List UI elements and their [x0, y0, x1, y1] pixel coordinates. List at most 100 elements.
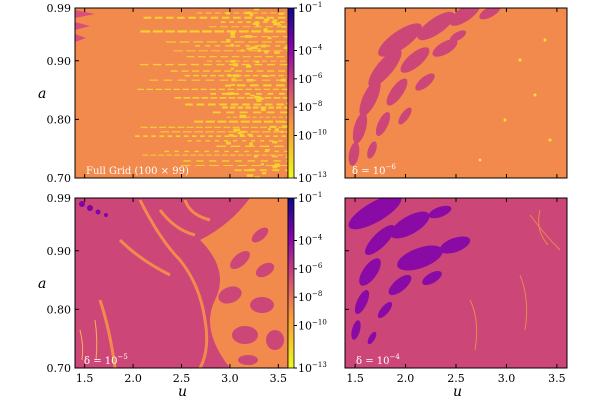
band-speckle [240, 130, 246, 134]
band-speckle [251, 46, 258, 50]
band-speckle [274, 51, 280, 54]
band-speckle [239, 133, 244, 138]
band-speckle [280, 130, 284, 133]
panel-delta-1e-6: δ = 10−6 [344, 7, 568, 179]
panel-delta-1e-4-blobs [348, 198, 561, 351]
x-tick-label: 2.0 [124, 372, 142, 385]
panel-delta-1e-4-label: δ = 10−4 [356, 353, 400, 367]
y-tick-label: 0.80 [47, 113, 72, 126]
y-tick-label: 0.90 [47, 245, 72, 258]
band-speckle [226, 39, 231, 43]
band-speckle [230, 92, 234, 95]
band-speckle [239, 114, 247, 119]
band-speckle [226, 92, 232, 96]
band-speckle [262, 75, 270, 78]
y-tick-label: 0.70 [47, 172, 72, 185]
y-tick-label: 0.90 [47, 55, 72, 68]
colorbar-tick-label: 10−10 [298, 129, 327, 143]
band-speckle [233, 63, 239, 67]
band-speckle [269, 125, 277, 128]
panel-delta-1e-6-blobs [348, 8, 552, 166]
colorbar-bottom-gradient [287, 197, 295, 369]
panel-delta-1e-5-network [79, 198, 288, 368]
x-tick-label: 1.5 [346, 372, 364, 385]
panel-delta-1e-5: δ = 10−5 [74, 197, 289, 369]
band-speckle [240, 49, 244, 52]
panel-full-grid-background [75, 8, 288, 178]
band-speckle [285, 156, 288, 159]
panel-full-grid: Full Grid (100 × 99) [74, 7, 289, 179]
band-speckle [247, 133, 253, 136]
panel-delta-1e-6-label: δ = 10−6 [352, 163, 396, 177]
x-axis-label-right: u [453, 384, 462, 400]
panel-delta-1e-4: δ = 10−4 [344, 197, 568, 369]
x-tick-label: 2.0 [397, 372, 415, 385]
band-speckle [254, 176, 261, 178]
band-speckle [249, 168, 256, 172]
band-speckle [246, 78, 254, 82]
band-speckle [250, 94, 255, 97]
band-speckle [237, 131, 242, 135]
band-speckle [259, 16, 264, 19]
band-speckle [265, 149, 270, 151]
band-speckle [246, 174, 254, 177]
band-speckle [230, 35, 236, 38]
x-axis-label-left: u [178, 384, 187, 400]
band-speckle [249, 13, 254, 17]
band-speckle [225, 84, 231, 87]
band-speckle [272, 141, 278, 144]
band-speckle [283, 46, 288, 50]
band-speckle [282, 125, 288, 128]
y-tick-label: 0.99 [47, 192, 72, 205]
band-speckle [228, 134, 234, 137]
panel-full-grid-bands [75, 8, 288, 178]
band-speckle [230, 32, 235, 36]
colorbar-tick-label: 10−13 [298, 361, 327, 375]
band-speckle [246, 65, 252, 68]
x-tick-label: 3.0 [221, 372, 239, 385]
band-speckle [267, 128, 271, 131]
band-speckle [230, 67, 234, 70]
band-speckle [264, 50, 269, 54]
band-speckle [280, 78, 286, 82]
panel-delta-1e-4-background [345, 198, 567, 368]
band-speckle [230, 43, 234, 47]
band-speckle [232, 74, 240, 78]
band-speckle [280, 121, 287, 123]
band-speckle [244, 11, 252, 15]
band-speckle [261, 108, 266, 112]
y-tick-label: 0.70 [47, 362, 72, 375]
colorbar-tick-label: 10−13 [298, 171, 327, 185]
band-speckle [226, 141, 231, 145]
y-tick-label: 0.99 [47, 2, 72, 15]
band-speckle [272, 19, 278, 22]
band-speckle [277, 23, 282, 26]
band-speckle [230, 59, 236, 63]
colorbar-tick-label: 10−1 [298, 191, 322, 205]
band-speckle [255, 23, 259, 27]
colorbar-tick-label: 10−6 [298, 72, 323, 86]
band-speckle [260, 44, 267, 48]
band-speckle [286, 102, 288, 105]
band-speckle [231, 78, 236, 82]
band-speckle [249, 142, 253, 146]
band-speckle [260, 163, 264, 166]
band-speckle [225, 11, 230, 15]
band-speckle [255, 60, 260, 64]
colorbar-tick-label: 10−8 [298, 290, 322, 304]
band-speckle [254, 155, 258, 158]
colorbar-bottom: 10−1 10−4 10−6 10−8 10−10 10−13 [287, 191, 327, 375]
y-axis-label-top: a [38, 86, 46, 102]
band-speckle [281, 25, 287, 28]
band-speckle [245, 35, 252, 38]
colorbar-tick-label: 10−10 [298, 319, 327, 333]
x-tick-label: 2.5 [173, 372, 191, 385]
panel-delta-1e-5-label: δ = 10−5 [84, 353, 128, 367]
band-speckle [253, 8, 260, 11]
x-tick-label: 3.0 [498, 372, 516, 385]
band-speckle [272, 165, 278, 169]
colorbar-tick-label: 10−8 [298, 100, 322, 114]
colorbar-top-gradient [287, 7, 295, 179]
x-tick-label: 3.5 [548, 372, 566, 385]
